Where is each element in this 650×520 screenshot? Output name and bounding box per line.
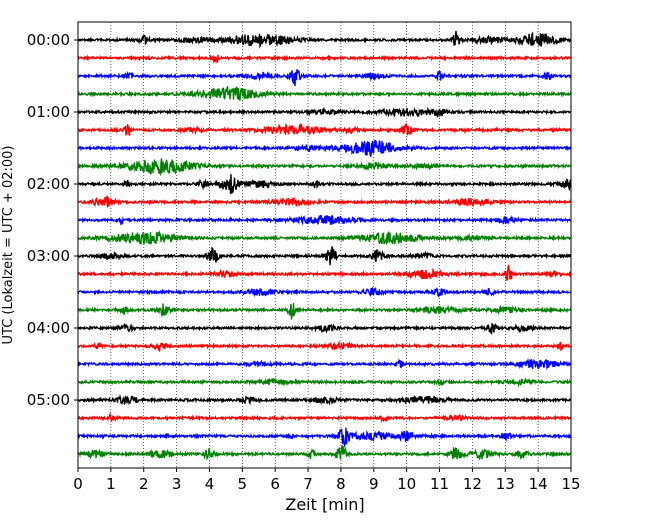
x-tick-label: 0 [73,475,83,493]
trace-0500 [77,394,572,406]
trace-0215 [77,194,572,208]
y-tick-label: 01:00 [27,103,70,121]
x-tick-label: 12 [463,475,482,493]
x-tick-label: 3 [172,475,182,493]
trace-0245 [77,229,572,246]
trace-0115 [77,122,572,137]
trace-0200 [77,174,572,194]
y-axis-label: UTC (Lokalzeit = UTC + 02:00) [1,146,16,345]
trace-0145 [77,158,572,177]
trace-0000 [77,30,572,49]
trace-0100 [77,106,572,118]
y-tick-label: 00:00 [27,31,70,49]
y-tick-label: 04:00 [27,319,70,337]
trace-0300 [77,246,572,266]
trace-0315 [77,263,572,281]
trace-0415 [77,340,572,352]
x-tick-label: 5 [238,475,248,493]
x-tick-label: 10 [397,475,416,493]
x-axis-label: Zeit [min] [285,495,364,514]
x-tick-label: 9 [369,475,379,493]
x-tick-label: 11 [430,475,449,493]
trace-0030 [77,69,572,86]
x-axis: 0 1 2 3 4 5 6 7 8 9 10 11 12 13 14 15 [73,468,581,493]
trace-0530 [77,427,572,449]
x-tick-label: 13 [496,475,515,493]
y-tick-label: 02:00 [27,175,70,193]
trace-0545 [77,445,572,461]
trace-0445 [77,377,572,388]
x-tick-label: 6 [270,475,280,493]
x-tick-label: 4 [205,475,215,493]
trace-0230 [77,214,572,226]
y-axis: 00:00 01:00 02:00 03:00 04:00 05:00 [27,31,78,409]
x-tick-label: 2 [139,475,149,493]
x-tick-label: 7 [303,475,313,493]
trace-0345 [77,302,572,320]
grid-lines [110,22,539,468]
plot-frame [77,21,572,469]
x-tick-label: 8 [336,475,346,493]
trace-0400 [77,322,572,336]
y-tick-label: 05:00 [27,391,70,409]
trace-0130 [77,139,572,157]
x-tick-label: 15 [561,475,580,493]
trace-0515 [77,411,572,423]
trace-0330 [77,286,572,298]
traces [77,30,572,461]
x-tick-label: 1 [106,475,116,493]
trace-0430 [77,357,572,371]
trace-0015 [77,54,572,64]
trace-0045 [77,85,572,101]
y-tick-label: 03:00 [27,247,70,265]
x-tick-label: 14 [529,475,548,493]
